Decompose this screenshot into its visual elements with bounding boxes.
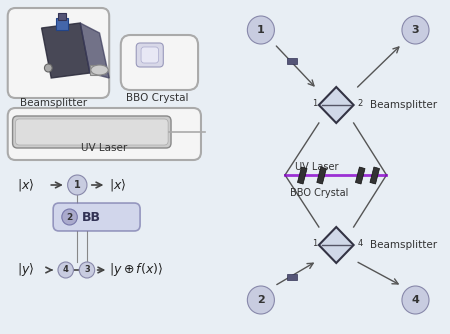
Text: 3: 3 xyxy=(84,266,90,275)
Polygon shape xyxy=(319,87,354,123)
Text: 4: 4 xyxy=(357,238,363,247)
Text: $|y\rangle$: $|y\rangle$ xyxy=(18,262,35,279)
Text: UV Laser: UV Laser xyxy=(295,162,338,172)
Text: 4: 4 xyxy=(412,295,419,305)
Text: BB: BB xyxy=(82,210,101,223)
Text: 1: 1 xyxy=(257,25,265,35)
Text: 4: 4 xyxy=(63,266,69,275)
Circle shape xyxy=(402,286,429,314)
Bar xyxy=(356,167,365,184)
Text: Beamsplitter: Beamsplitter xyxy=(370,240,437,250)
Polygon shape xyxy=(319,227,354,263)
Bar xyxy=(58,13,66,20)
Circle shape xyxy=(248,16,274,44)
FancyBboxPatch shape xyxy=(136,43,163,67)
FancyBboxPatch shape xyxy=(8,8,109,98)
Text: 2: 2 xyxy=(67,212,73,221)
Text: UV Laser: UV Laser xyxy=(81,143,127,153)
FancyBboxPatch shape xyxy=(13,116,171,148)
Bar xyxy=(297,167,307,184)
Text: Beamsplitter: Beamsplitter xyxy=(20,98,87,108)
Text: BBO Crystal: BBO Crystal xyxy=(290,188,348,198)
Text: $|x\rangle$: $|x\rangle$ xyxy=(109,177,126,193)
Text: 1: 1 xyxy=(312,99,317,108)
Bar xyxy=(370,167,379,184)
Text: 2: 2 xyxy=(257,295,265,305)
Ellipse shape xyxy=(91,65,108,75)
Circle shape xyxy=(402,16,429,44)
FancyBboxPatch shape xyxy=(15,119,168,145)
Text: $|y \oplus f(x)\rangle$: $|y \oplus f(x)\rangle$ xyxy=(109,262,163,279)
Bar xyxy=(288,274,297,280)
Bar xyxy=(90,65,99,75)
Text: 1: 1 xyxy=(312,238,317,247)
Text: 2: 2 xyxy=(357,99,363,108)
Circle shape xyxy=(58,262,73,278)
Circle shape xyxy=(248,286,274,314)
Text: BBO Crystal: BBO Crystal xyxy=(126,93,189,103)
Text: 1: 1 xyxy=(74,180,81,190)
Bar xyxy=(288,58,297,64)
Bar xyxy=(56,18,68,30)
Circle shape xyxy=(45,64,52,72)
FancyBboxPatch shape xyxy=(121,35,198,90)
Circle shape xyxy=(68,175,87,195)
Bar xyxy=(317,167,326,184)
Polygon shape xyxy=(41,23,90,78)
FancyBboxPatch shape xyxy=(8,108,201,160)
FancyBboxPatch shape xyxy=(53,203,140,231)
Circle shape xyxy=(79,262,94,278)
Text: $|x\rangle$: $|x\rangle$ xyxy=(18,177,35,193)
Text: Beamsplitter: Beamsplitter xyxy=(370,100,437,110)
Text: 3: 3 xyxy=(412,25,419,35)
Polygon shape xyxy=(80,23,109,78)
FancyBboxPatch shape xyxy=(141,47,158,63)
Circle shape xyxy=(62,209,77,225)
